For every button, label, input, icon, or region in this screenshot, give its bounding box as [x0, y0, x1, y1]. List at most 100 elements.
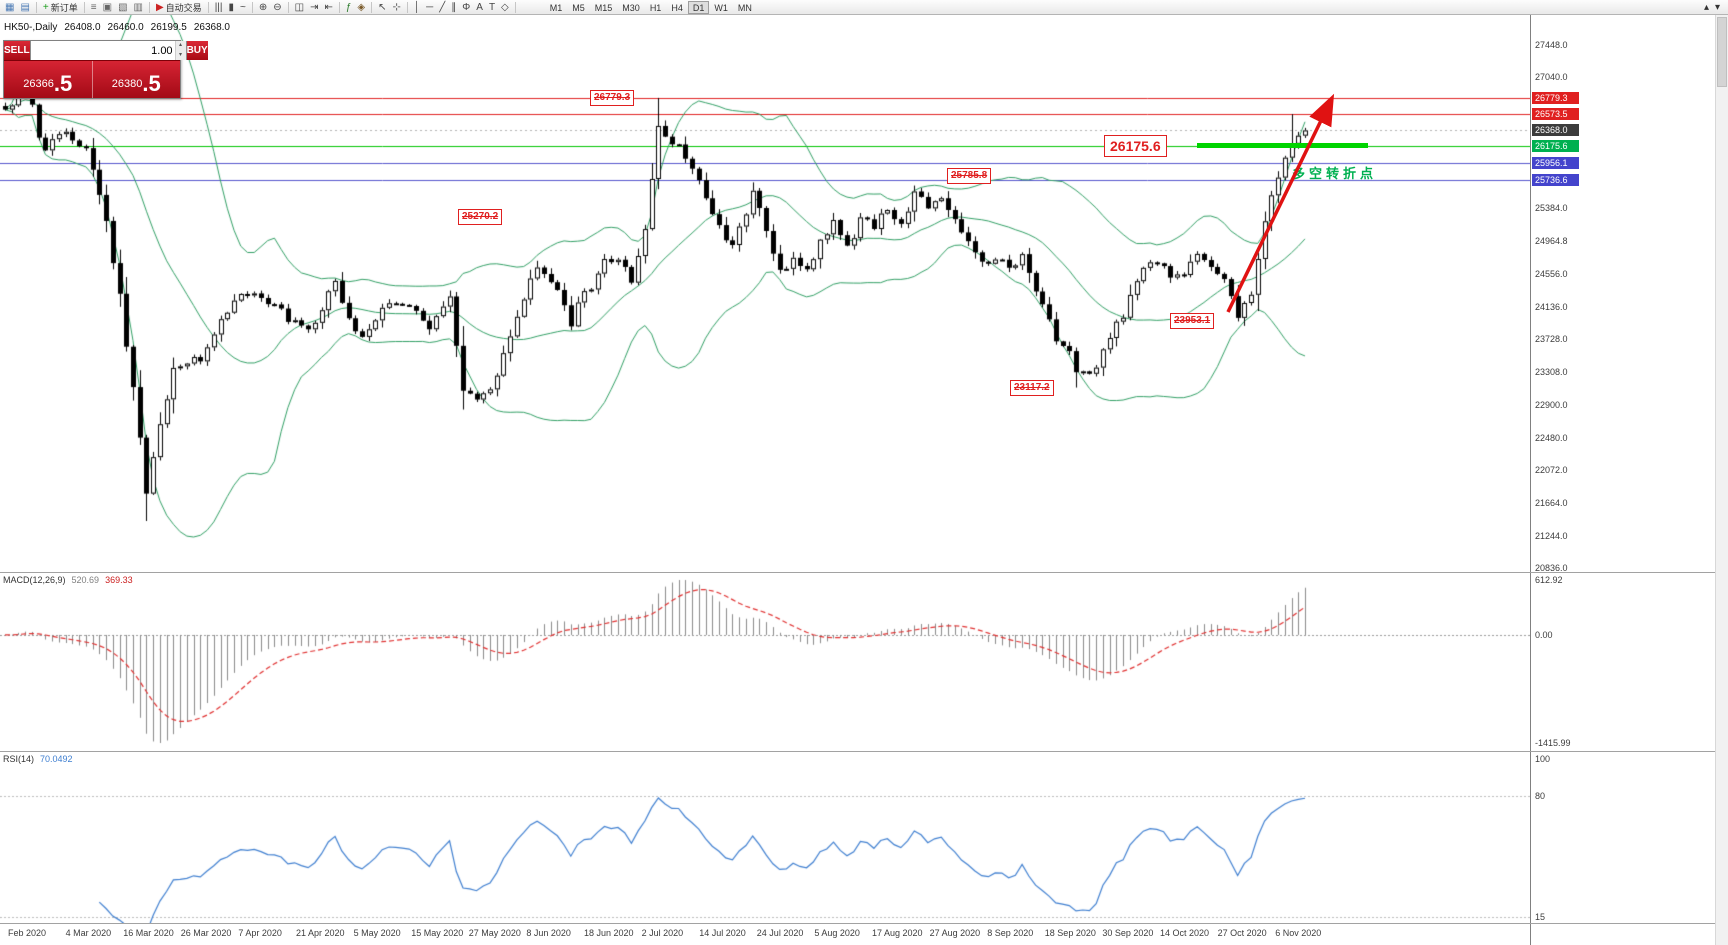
candlestick-chart-icon[interactable]: ▮ — [225, 0, 237, 15]
price-axis[interactable]: 612.92 0.00 -1415.99 100 80 15 27448.0 27… — [1530, 15, 1728, 945]
panel-splitter[interactable] — [0, 572, 1728, 573]
chart-shift-icon[interactable]: ⇤ — [321, 0, 335, 15]
date-axis-label: 26 Mar 2020 — [180, 928, 232, 938]
timeframe-mn[interactable]: MN — [737, 2, 752, 13]
turning-point-annotation: 多空转折点 — [1292, 166, 1378, 181]
new-order-button-label: 新订单 — [50, 2, 78, 13]
price-axis-label: 22072.0 — [1535, 465, 1568, 476]
fibonacci-icon[interactable]: Φ — [459, 0, 473, 15]
timeframe-h1[interactable]: H1 — [649, 2, 662, 13]
toolbar-separator — [287, 1, 289, 13]
chart-close-value: 26368.0 — [193, 22, 230, 33]
buy-price-main: 26380 — [111, 78, 143, 90]
new-order-button[interactable]: + 新订单 — [40, 0, 81, 15]
price-axis-label: 23728.0 — [1535, 334, 1568, 345]
timeframe-w1[interactable]: W1 — [714, 2, 728, 13]
tile-windows-icon[interactable]: ◫ — [292, 0, 307, 15]
timeframe-m5[interactable]: M5 — [572, 2, 585, 13]
price-tag: 25956.1 — [1532, 157, 1579, 169]
data-window-icon[interactable]: ▣ — [100, 0, 115, 15]
timeframe-m1[interactable]: M1 — [549, 2, 563, 13]
text-icon-glyph: A — [476, 1, 483, 13]
autotrading-button-label: 自动交易 — [165, 2, 202, 13]
zoom-out-icon[interactable]: ⊖ — [270, 0, 284, 15]
panel-splitter[interactable] — [0, 751, 1728, 752]
macd-main-value: 520.69 — [71, 575, 100, 585]
bar-chart-icon[interactable]: ||| — [212, 0, 226, 15]
indicators-icon[interactable]: ƒ — [343, 0, 355, 15]
vertical-line-icon-glyph: │ — [413, 1, 421, 13]
toolbar-overflow-down-button[interactable]: ▾ — [1712, 0, 1723, 15]
rsi-panel[interactable]: RSI(14) 70.0492 — [0, 751, 1530, 923]
volume-down-button[interactable]: ▾ — [175, 50, 186, 60]
sell-button[interactable]: SELL — [4, 41, 31, 60]
date-axis-label: 18 Sep 2020 — [1044, 928, 1096, 938]
price-axis-label: 21664.0 — [1535, 497, 1568, 508]
text-icon[interactable]: A — [473, 0, 486, 15]
toolbar-separator — [148, 1, 150, 13]
price-annotation: 26779.3 — [590, 89, 635, 106]
timeframe-h4[interactable]: H4 — [671, 2, 683, 13]
toolbar-separator — [406, 1, 408, 13]
profile-icon-glyph: ▤ — [20, 1, 30, 13]
navigator-icon[interactable]: ▧ — [115, 0, 130, 15]
main-chart-area[interactable]: 多空转折点 HK50-,Daily 26408.0 26460.0 26199.… — [0, 15, 1530, 572]
charts-window-icon[interactable]: ▦ — [2, 0, 17, 15]
price-axis-label: 23308.0 — [1535, 367, 1568, 378]
toolbar-separator — [371, 1, 373, 13]
sell-price-display[interactable]: 26366.5 — [4, 61, 92, 98]
data-window-icon-glyph: ▣ — [102, 1, 113, 13]
rsi-canvas[interactable] — [0, 751, 1530, 923]
crosshair-icon[interactable]: ⊹ — [390, 0, 404, 15]
chart-low-value: 26199.5 — [150, 22, 187, 33]
shapes-icon[interactable]: ◇ — [498, 0, 512, 15]
volume-up-button[interactable]: ▴ — [175, 41, 186, 51]
price-annotation: 23117.2 — [1010, 379, 1054, 396]
volume-field: ▴ ▾ — [30, 41, 186, 60]
line-chart-icon[interactable]: ~ — [237, 0, 249, 15]
macd-panel[interactable]: MACD(12,26,9) 520.69 369.33 — [0, 572, 1530, 751]
new-order-button-glyph: + — [42, 1, 49, 13]
timeframe-m15[interactable]: M15 — [594, 2, 613, 13]
trendline-icon[interactable]: ╱ — [436, 0, 448, 15]
channel-icon[interactable]: ∥ — [448, 0, 459, 15]
buy-price-display[interactable]: 26380.5 — [93, 61, 181, 98]
macd-canvas[interactable] — [0, 572, 1530, 751]
date-axis-label: 21 Apr 2020 — [296, 928, 345, 938]
date-axis-label: 27 Oct 2020 — [1217, 928, 1267, 938]
templates-icon[interactable]: ◈ — [354, 0, 368, 15]
toolbar-separator — [35, 1, 37, 13]
date-axis[interactable]: Feb 2020 4 Mar 2020 16 Mar 2020 26 Mar 2020… — [0, 923, 1530, 945]
timeframe-m30[interactable]: M30 — [622, 2, 640, 13]
autotrading-button[interactable]: ▶ 自动交易 — [153, 0, 205, 15]
vertical-line-icon[interactable]: │ — [411, 0, 423, 15]
toolbar-overflow-up-button[interactable]: ▴ — [1701, 0, 1712, 15]
buy-button[interactable]: BUY — [185, 41, 208, 60]
timeframe-d1[interactable]: D1 — [687, 0, 710, 14]
terminal-icon[interactable]: ▥ — [131, 0, 146, 15]
cursor-icon[interactable]: ↖ — [375, 0, 389, 15]
date-axis-label: 8 Jun 2020 — [526, 928, 571, 938]
line-chart-icon-glyph: ~ — [240, 1, 246, 13]
toolbar-separator — [514, 1, 516, 13]
toolbar-main-group: ▦ ▤ + 新订单 ≡ ▣ ▧ ▥ ▶ 自动交易 ||| ▮ ~ ⊕ ⊖ ◫ ⇥ ⇤ ƒ ◈ ↖ ⊹ │ ─ ╱ ∥ Φ A T ◇ — [2, 0, 519, 15]
price-chart-canvas[interactable] — [0, 15, 1530, 572]
auto-scroll-icon[interactable]: ⇥ — [307, 0, 321, 15]
price-annotation: 25785.8 — [947, 168, 992, 185]
date-axis-label: 16 Mar 2020 — [123, 928, 174, 938]
horizontal-line-icon[interactable]: ─ — [423, 0, 436, 15]
date-axis-label: 4 Mar 2020 — [65, 928, 112, 938]
market-watch-icon[interactable]: ≡ — [88, 0, 100, 15]
chart-symbol-period: HK50-,Daily — [4, 22, 58, 33]
scrollbar-thumb[interactable] — [1717, 17, 1727, 87]
date-axis-label: 5 May 2020 — [353, 928, 401, 938]
date-axis-label: 17 Aug 2020 — [872, 928, 923, 938]
label-icon[interactable]: T — [486, 0, 498, 15]
volume-input[interactable] — [30, 41, 175, 60]
toolbar-separator — [83, 1, 85, 13]
toolbar-separator — [251, 1, 253, 13]
vertical-scrollbar[interactable] — [1715, 15, 1728, 945]
profile-icon[interactable]: ▤ — [17, 0, 32, 15]
zoom-in-icon[interactable]: ⊕ — [256, 0, 270, 15]
macd-label: MACD(12,26,9) — [3, 575, 66, 585]
